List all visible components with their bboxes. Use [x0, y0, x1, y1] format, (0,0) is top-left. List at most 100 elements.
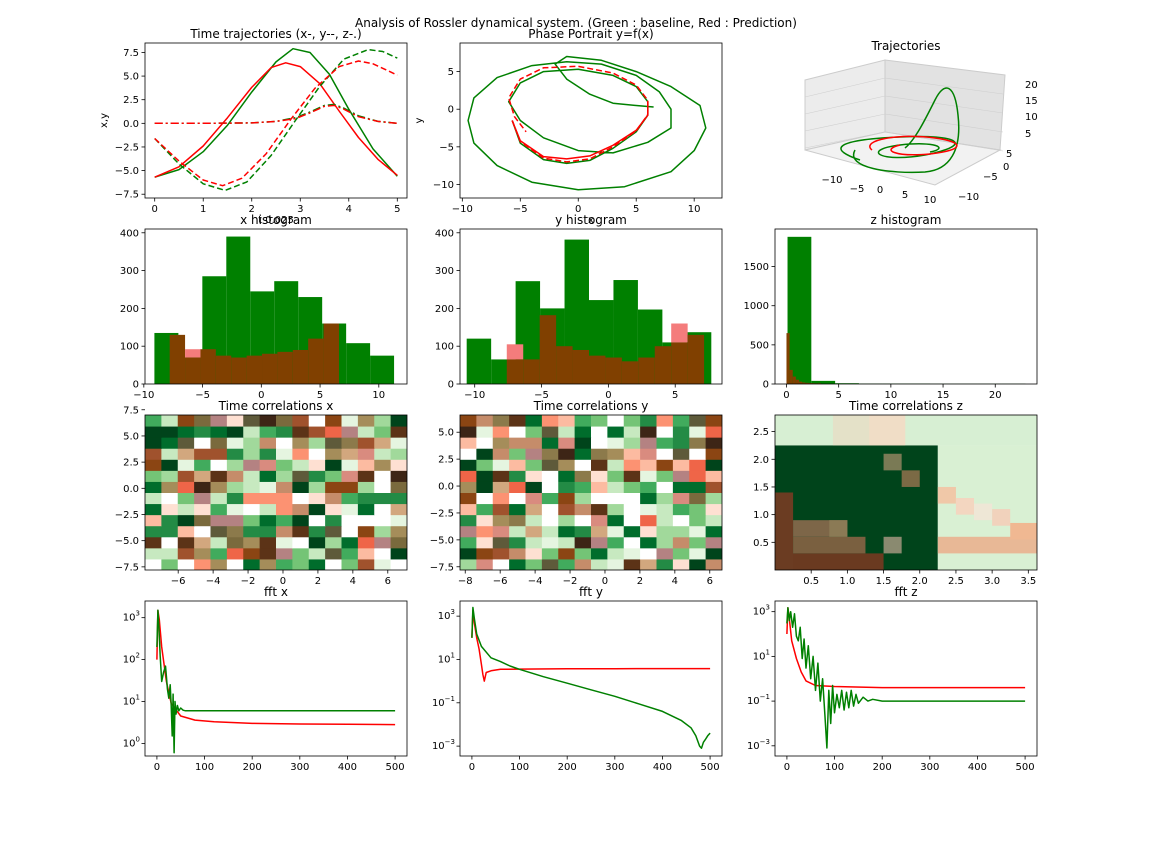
- xhist-ytick-label-2: 200: [120, 304, 139, 315]
- ffty-title: fft y: [579, 585, 603, 599]
- corry-cell: [476, 514, 494, 527]
- xhist-ytick-label-0: 0: [133, 380, 139, 391]
- corry-cell: [623, 426, 641, 438]
- corry-axes-frame: [459, 414, 723, 571]
- zhist-ytick-label-0: 0: [763, 380, 769, 391]
- traj-ytick-label-5: 5.0: [123, 72, 139, 83]
- corrx-cell: [210, 525, 228, 538]
- fftz-ytick-label-3: 103: [753, 604, 770, 618]
- fftz-title: fft z: [894, 585, 917, 599]
- corry-cell: [623, 558, 641, 570]
- corry-cell: [640, 470, 657, 482]
- corrx-cell: [325, 415, 342, 427]
- corry-cell: [689, 481, 707, 493]
- traj3d-grid: [804, 95, 886, 115]
- corrx-cell: [374, 492, 392, 505]
- corrx-cell: [226, 514, 244, 527]
- corrx-cell: [177, 426, 195, 438]
- corrz-cell-14: [974, 503, 993, 521]
- corrx-cell: [308, 437, 326, 449]
- xhist-xtick-label-2: 0: [258, 390, 264, 401]
- corry-title: Time correlations y: [533, 399, 649, 413]
- corrx-cell: [145, 525, 162, 538]
- corrx-cell: [161, 514, 179, 527]
- traj-ytick-label-4: 2.5: [123, 95, 139, 106]
- corrx-cell: [341, 547, 359, 560]
- xhist-overlap-bar-10: [323, 323, 339, 384]
- corry-cell: [656, 470, 674, 482]
- corry-cell: [591, 536, 608, 549]
- corry-cell: [541, 437, 559, 449]
- corry-ytick-label-4: 2.5: [438, 455, 454, 466]
- corry-cell: [705, 415, 722, 427]
- corry-cell: [574, 547, 592, 560]
- corry-cell: [460, 558, 477, 570]
- yhist-ytick-label-4: 400: [435, 228, 454, 239]
- phase-xtick-label-2: 0: [575, 204, 581, 215]
- yhist-xtick-label-2: 0: [605, 390, 611, 401]
- corrz-cell-9: [883, 453, 902, 471]
- corry-cell: [607, 481, 625, 493]
- fftx-ytick-label-2: 102: [123, 652, 140, 666]
- traj3d-ytick-0: −10: [958, 192, 979, 203]
- corrx-cell: [243, 514, 261, 527]
- corrx-cell: [308, 426, 326, 438]
- corry-cell: [558, 525, 576, 538]
- phase-title: Phase Portrait y=f(x): [528, 27, 653, 41]
- corrx-cell: [276, 481, 293, 493]
- zhist-overlap-bar-6: [805, 382, 809, 384]
- corry-cell: [607, 448, 625, 460]
- corry-cell: [623, 459, 641, 471]
- corrx-cell: [374, 470, 392, 482]
- corry-cell: [705, 470, 722, 482]
- corrx-cell: [341, 415, 359, 427]
- corrx-cell: [243, 470, 261, 482]
- corry-cell: [492, 536, 510, 549]
- xhist-xtick-label-1: −5: [195, 390, 210, 401]
- corrx-cell: [357, 525, 375, 538]
- corry-cell: [525, 448, 543, 460]
- corrx-cell: [243, 415, 261, 427]
- corrx-xtick-label-2: −2: [241, 576, 256, 587]
- traj-ylabel: x,y: [99, 113, 110, 128]
- corry-cell: [640, 437, 657, 449]
- corrx-cell: [308, 525, 326, 538]
- corry-cell: [558, 503, 576, 516]
- panel-corry: −8 −6 −4 −2 0 2 4 6 −7.5 −5.0 −2.5 0.0 2.5 5.0 Time co…: [430, 399, 723, 587]
- zhist-ytick-label-1: 500: [750, 340, 769, 351]
- yhist-xtick-label-3: 5: [672, 390, 678, 401]
- fftx-series-1: [156, 609, 396, 754]
- corry-cell: [558, 437, 576, 449]
- corrx-cell: [390, 415, 407, 427]
- fftz-xtick-label-3: 300: [920, 762, 939, 773]
- corrz-axes-frame: [774, 414, 1038, 571]
- corry-cell: [460, 415, 477, 427]
- corry-cell: [672, 459, 690, 471]
- phase-ytick-label-2: 0: [448, 105, 454, 116]
- corry-cell: [623, 514, 641, 527]
- corrx-cell: [210, 558, 228, 570]
- traj-xtick-label-1: 1: [200, 204, 206, 215]
- corry-cell: [591, 426, 608, 438]
- corry-cell: [509, 503, 526, 516]
- corry-cell: [558, 547, 576, 560]
- corrx-cell: [226, 481, 244, 493]
- corrx-cell: [177, 514, 195, 527]
- corrx-cell: [177, 525, 195, 538]
- corrx-cell: [308, 514, 326, 527]
- corry-cell: [656, 492, 674, 505]
- corrx-cell: [357, 470, 375, 482]
- corry-cell: [558, 481, 576, 493]
- corrx-cell: [210, 415, 228, 427]
- corry-cell: [607, 536, 625, 549]
- corrx-cell: [177, 470, 195, 482]
- fftx-xtick-label-2: 200: [243, 762, 262, 773]
- corrx-cell: [145, 481, 162, 493]
- traj3d-ztick-0: 5: [1025, 129, 1031, 140]
- corrz-plot-area: [775, 415, 1037, 570]
- corry-cell: [705, 558, 722, 570]
- zhist-plot-area: [786, 236, 1026, 384]
- corrx-cell: [177, 503, 195, 516]
- yhist-prediction-bar-10: [671, 323, 688, 343]
- traj3d-floor-pane: [804, 131, 1002, 186]
